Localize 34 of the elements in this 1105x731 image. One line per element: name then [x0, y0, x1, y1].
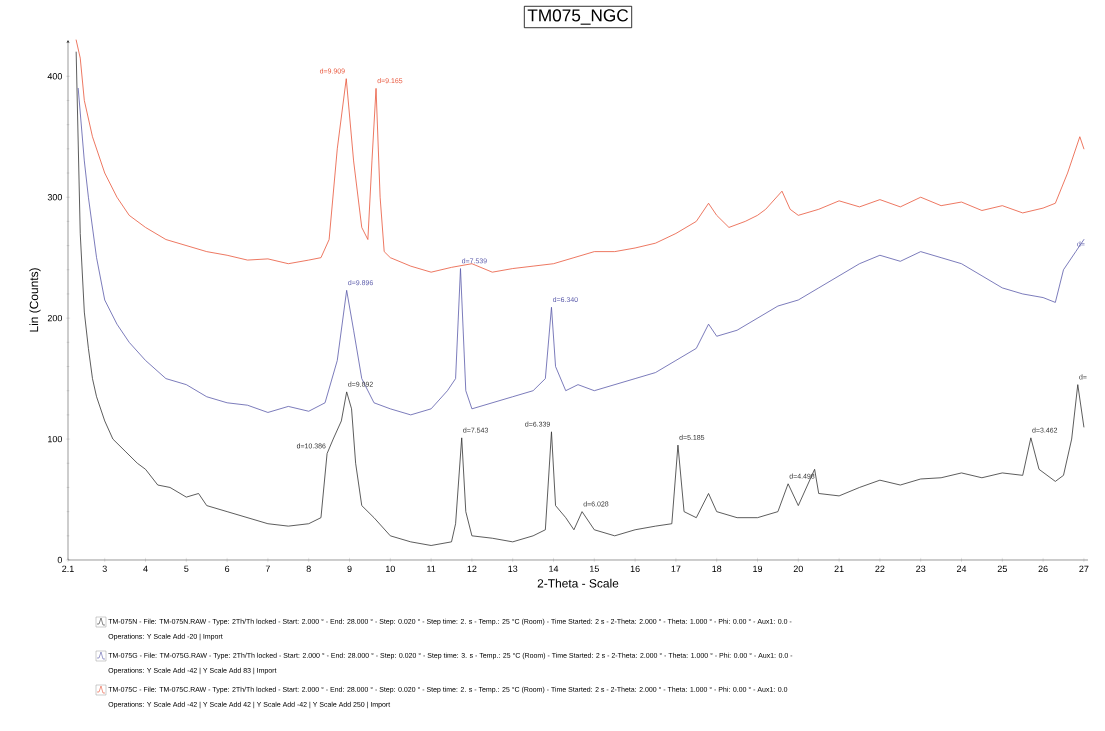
x-tick-label: 26	[1038, 565, 1048, 572]
y-tick-label: 400	[47, 73, 62, 80]
x-tick-label: 13	[508, 565, 518, 572]
y-tick-label: 300	[47, 194, 62, 201]
x-tick-label: 23	[916, 565, 926, 572]
y-tick-label: 100	[48, 435, 62, 443]
x-tick-label: 10	[386, 565, 395, 572]
x-tick-label: 2.1	[62, 565, 74, 572]
x-tick-label: 16	[630, 565, 640, 572]
x-tick-label: 6	[225, 565, 230, 572]
x-tick-label: 15	[590, 565, 599, 572]
x-tick-label: 25	[997, 565, 1007, 572]
x-tick-label: 22	[875, 565, 885, 572]
x-tick-label: 5	[184, 565, 189, 572]
x-tick-label: 3	[102, 565, 107, 572]
chart-title: TM075_NGC	[527, 9, 629, 25]
x-tick-label: 18	[712, 565, 722, 572]
x-tick-label: 20	[793, 565, 803, 572]
x-axis-title: 2-Theta - Scale	[537, 578, 619, 588]
x-tick-label: 8	[306, 565, 311, 572]
x-tick-label: 4	[143, 565, 148, 572]
x-tick-label: 12	[467, 565, 477, 572]
y-tick-label: 0	[57, 556, 63, 564]
x-tick-label: 9	[347, 565, 352, 572]
x-tick-label: 27	[1079, 565, 1089, 572]
x-tick-label: 14	[549, 565, 559, 572]
x-tick-label: 19	[753, 565, 763, 572]
y-axis-title: Lin (Counts)	[29, 268, 41, 332]
x-tick-label: 21	[834, 565, 844, 572]
x-tick-label: 17	[671, 565, 681, 572]
y-tick-label: 200	[47, 314, 62, 322]
x-tick-label: 24	[956, 565, 967, 572]
x-tick-label: 7	[265, 565, 270, 572]
x-tick-label: 11	[427, 565, 436, 572]
